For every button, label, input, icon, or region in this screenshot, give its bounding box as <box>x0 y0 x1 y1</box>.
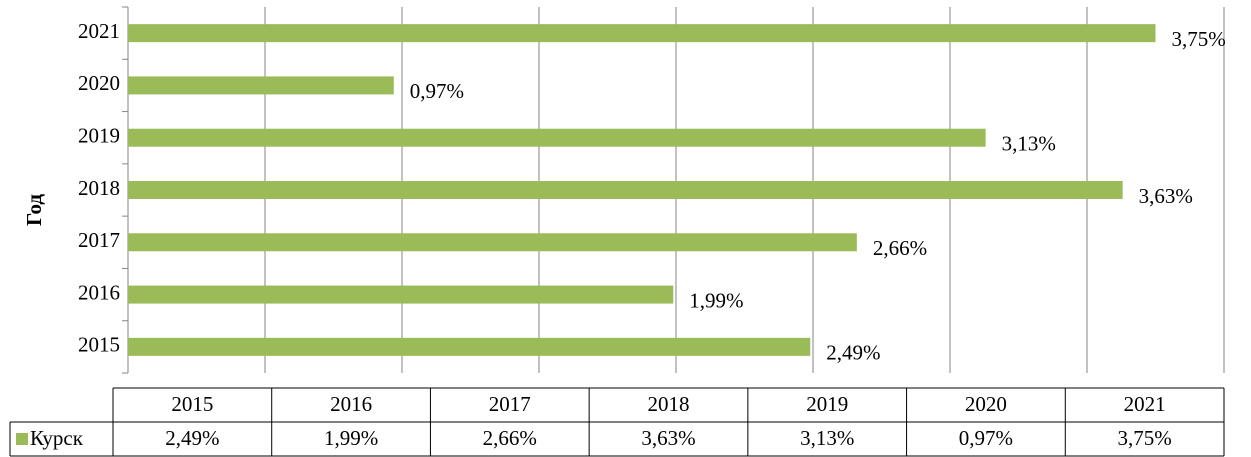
bar <box>128 181 1123 199</box>
table-header: 2017 <box>489 392 531 416</box>
table-header: 2020 <box>965 392 1007 416</box>
table-cell: 3,63% <box>641 426 695 450</box>
y-axis-label: Год <box>22 194 46 226</box>
data-label: 3,63% <box>1139 184 1193 208</box>
table-header: 2015 <box>171 392 213 416</box>
data-label: 2,66% <box>873 236 927 260</box>
y-tick-label: 2016 <box>78 280 120 304</box>
table-cell: 0,97% <box>959 426 1013 450</box>
table-cell: 3,13% <box>800 426 854 450</box>
y-tick-label: 2020 <box>78 71 120 95</box>
bar <box>128 128 986 147</box>
data-label: 3,75% <box>1172 27 1226 51</box>
table-header: 2016 <box>330 392 372 416</box>
y-tick-label: 2019 <box>78 124 120 148</box>
data-label: 3,13% <box>1002 132 1056 156</box>
table-header: 2019 <box>806 392 848 416</box>
y-tick-label: 2021 <box>78 19 120 43</box>
data-label: 0,97% <box>410 79 464 103</box>
table-cell: 2,49% <box>165 426 219 450</box>
table-cell: 3,75% <box>1118 426 1172 450</box>
table-header: 2018 <box>648 392 690 416</box>
bar <box>128 233 857 252</box>
legend-swatch <box>16 433 28 445</box>
y-tick-label: 2017 <box>78 228 120 252</box>
bar <box>128 24 1156 43</box>
y-tick-label: 2018 <box>78 176 120 200</box>
table-header: 2021 <box>1124 392 1166 416</box>
table-cell: 1,99% <box>324 426 378 450</box>
data-label: 2,49% <box>826 341 880 365</box>
table-cell: 2,66% <box>483 426 537 450</box>
bar <box>128 337 811 356</box>
data-label: 1,99% <box>689 288 743 312</box>
legend-label: Курск <box>30 426 84 450</box>
bar <box>128 76 394 95</box>
y-tick-label: 2015 <box>78 333 120 357</box>
bar <box>128 285 674 304</box>
